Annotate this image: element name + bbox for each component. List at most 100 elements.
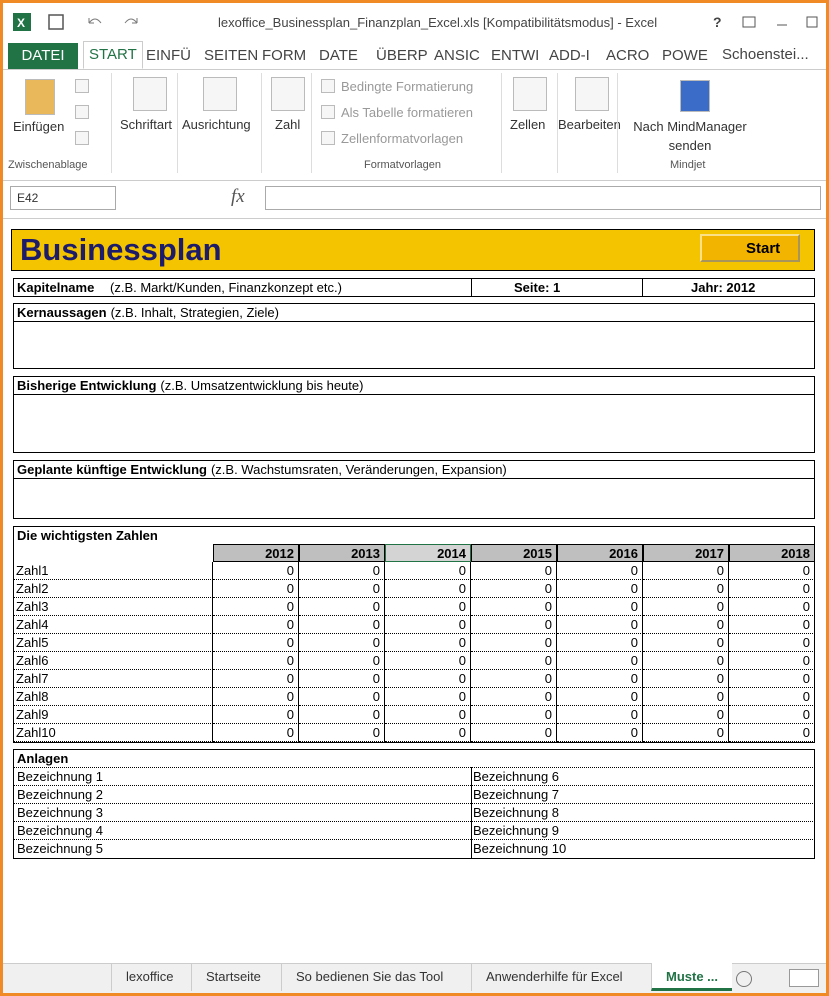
number-cell[interactable]: 0	[299, 634, 385, 652]
attachment-cell[interactable]: Bezeichnung 4	[13, 821, 471, 839]
ribbon-button[interactable]: Als Tabelle formatieren	[341, 105, 473, 120]
help-button[interactable]: ?	[713, 14, 722, 30]
number-cell[interactable]: 0	[471, 688, 557, 706]
number-cell[interactable]: 0	[471, 598, 557, 616]
number-cell[interactable]: 0	[385, 706, 471, 724]
number-cell[interactable]: 0	[213, 562, 299, 580]
number-cell[interactable]: 0	[299, 706, 385, 724]
number-cell[interactable]: 0	[299, 598, 385, 616]
number-cell[interactable]: 0	[729, 580, 815, 598]
number-cell[interactable]: 0	[643, 616, 729, 634]
number-cell[interactable]: 0	[213, 616, 299, 634]
sheet-tab[interactable]: Muste ...	[651, 963, 733, 991]
number-cell[interactable]: 0	[729, 724, 815, 742]
number-cell[interactable]: 0	[557, 706, 643, 724]
attachment-cell[interactable]: Bezeichnung 9	[471, 821, 815, 839]
user-name[interactable]: Schoenstei...	[722, 46, 809, 63]
number-cell[interactable]: 0	[385, 670, 471, 688]
number-cell[interactable]: 0	[299, 562, 385, 580]
number-cell[interactable]: 0	[643, 598, 729, 616]
number-cell[interactable]: 0	[471, 580, 557, 598]
number-cell[interactable]: 0	[213, 652, 299, 670]
number-cell[interactable]: 0	[729, 670, 815, 688]
number-cell[interactable]: 0	[557, 688, 643, 706]
number-cell[interactable]: 0	[557, 652, 643, 670]
sheet-tab[interactable]: lexoffice	[111, 963, 187, 991]
cancel-button[interactable]	[153, 187, 175, 209]
ribbon-button[interactable]: Bearbeiten	[558, 117, 621, 132]
number-cell[interactable]: 0	[299, 688, 385, 706]
ribbon-button[interactable]: Einfügen	[13, 119, 65, 134]
ribbon-button[interactable]: Zahl	[275, 117, 301, 132]
start-button[interactable]: Start	[700, 234, 800, 262]
number-cell[interactable]: 0	[643, 652, 729, 670]
number-cell[interactable]: 0	[471, 652, 557, 670]
number-cell[interactable]: 0	[729, 598, 815, 616]
number-cell[interactable]: 0	[557, 562, 643, 580]
number-cell[interactable]: 0	[557, 580, 643, 598]
ribbon-tab[interactable]: ACRO	[606, 47, 650, 64]
number-cell[interactable]: 0	[385, 616, 471, 634]
attachment-cell[interactable]: Bezeichnung 7	[471, 785, 815, 803]
number-cell[interactable]: 0	[385, 562, 471, 580]
attachment-cell[interactable]: Bezeichnung 6	[471, 767, 815, 785]
number-cell[interactable]: 0	[213, 634, 299, 652]
ribbon-tab[interactable]: START	[83, 41, 143, 69]
number-cell[interactable]: 0	[729, 634, 815, 652]
number-cell[interactable]: 0	[557, 724, 643, 742]
attachment-cell[interactable]: Bezeichnung 1	[13, 767, 471, 785]
name-box[interactable]: E42	[10, 186, 116, 210]
ribbon-tab[interactable]: DATEI	[8, 43, 78, 69]
ribbon-tab[interactable]: EINFÜ	[146, 47, 191, 64]
number-cell[interactable]: 0	[643, 670, 729, 688]
ribbon-tab[interactable]: POWE	[662, 47, 708, 64]
number-cell[interactable]: 0	[471, 634, 557, 652]
number-cell[interactable]: 0	[299, 616, 385, 634]
number-cell[interactable]: 0	[385, 580, 471, 598]
ribbon-tab[interactable]: SEITEN	[204, 47, 259, 64]
ribbon-tab[interactable]: ÜBERP	[376, 47, 428, 64]
attachment-cell[interactable]: Bezeichnung 3	[13, 803, 471, 821]
number-cell[interactable]: 0	[471, 706, 557, 724]
number-cell[interactable]: 0	[213, 724, 299, 742]
attachment-cell[interactable]: Bezeichnung 2	[13, 785, 471, 803]
attachment-cell[interactable]: Bezeichnung 10	[471, 839, 815, 857]
number-cell[interactable]: 0	[643, 634, 729, 652]
number-cell[interactable]: 0	[299, 724, 385, 742]
ribbon-button[interactable]: Nach MindManager senden	[633, 119, 747, 153]
number-cell[interactable]: 0	[643, 706, 729, 724]
number-cell[interactable]: 0	[471, 616, 557, 634]
number-cell[interactable]: 0	[557, 616, 643, 634]
fx-button[interactable]: fx	[231, 186, 245, 207]
number-cell[interactable]: 0	[471, 562, 557, 580]
formula-input[interactable]	[265, 186, 821, 210]
number-cell[interactable]: 0	[385, 724, 471, 742]
number-cell[interactable]: 0	[213, 580, 299, 598]
number-cell[interactable]: 0	[213, 670, 299, 688]
number-cell[interactable]: 0	[557, 670, 643, 688]
number-cell[interactable]: 0	[299, 670, 385, 688]
number-cell[interactable]: 0	[213, 706, 299, 724]
number-cell[interactable]: 0	[643, 724, 729, 742]
number-cell[interactable]: 0	[471, 670, 557, 688]
number-cell[interactable]: 0	[729, 706, 815, 724]
number-cell[interactable]: 0	[385, 652, 471, 670]
number-cell[interactable]: 0	[729, 688, 815, 706]
number-cell[interactable]: 0	[729, 652, 815, 670]
ribbon-tab[interactable]: ANSIC	[434, 47, 480, 64]
number-cell[interactable]: 0	[385, 634, 471, 652]
attachment-cell[interactable]: Bezeichnung 5	[13, 839, 471, 857]
number-cell[interactable]: 0	[557, 598, 643, 616]
number-cell[interactable]: 0	[729, 562, 815, 580]
number-cell[interactable]: 0	[729, 616, 815, 634]
ribbon-tab[interactable]: FORM	[262, 47, 307, 64]
add-sheet[interactable]	[736, 971, 752, 987]
ribbon-button[interactable]: Zellen	[510, 117, 546, 132]
ribbon-tab[interactable]: ADD-I	[549, 47, 590, 64]
ribbon-tab[interactable]: DATE	[319, 47, 358, 64]
number-cell[interactable]: 0	[299, 580, 385, 598]
number-cell[interactable]: 0	[643, 562, 729, 580]
ribbon-button[interactable]: Schriftart	[120, 117, 173, 132]
number-cell[interactable]: 0	[471, 724, 557, 742]
sheet-tab[interactable]: So bedienen Sie das Tool	[281, 963, 457, 991]
